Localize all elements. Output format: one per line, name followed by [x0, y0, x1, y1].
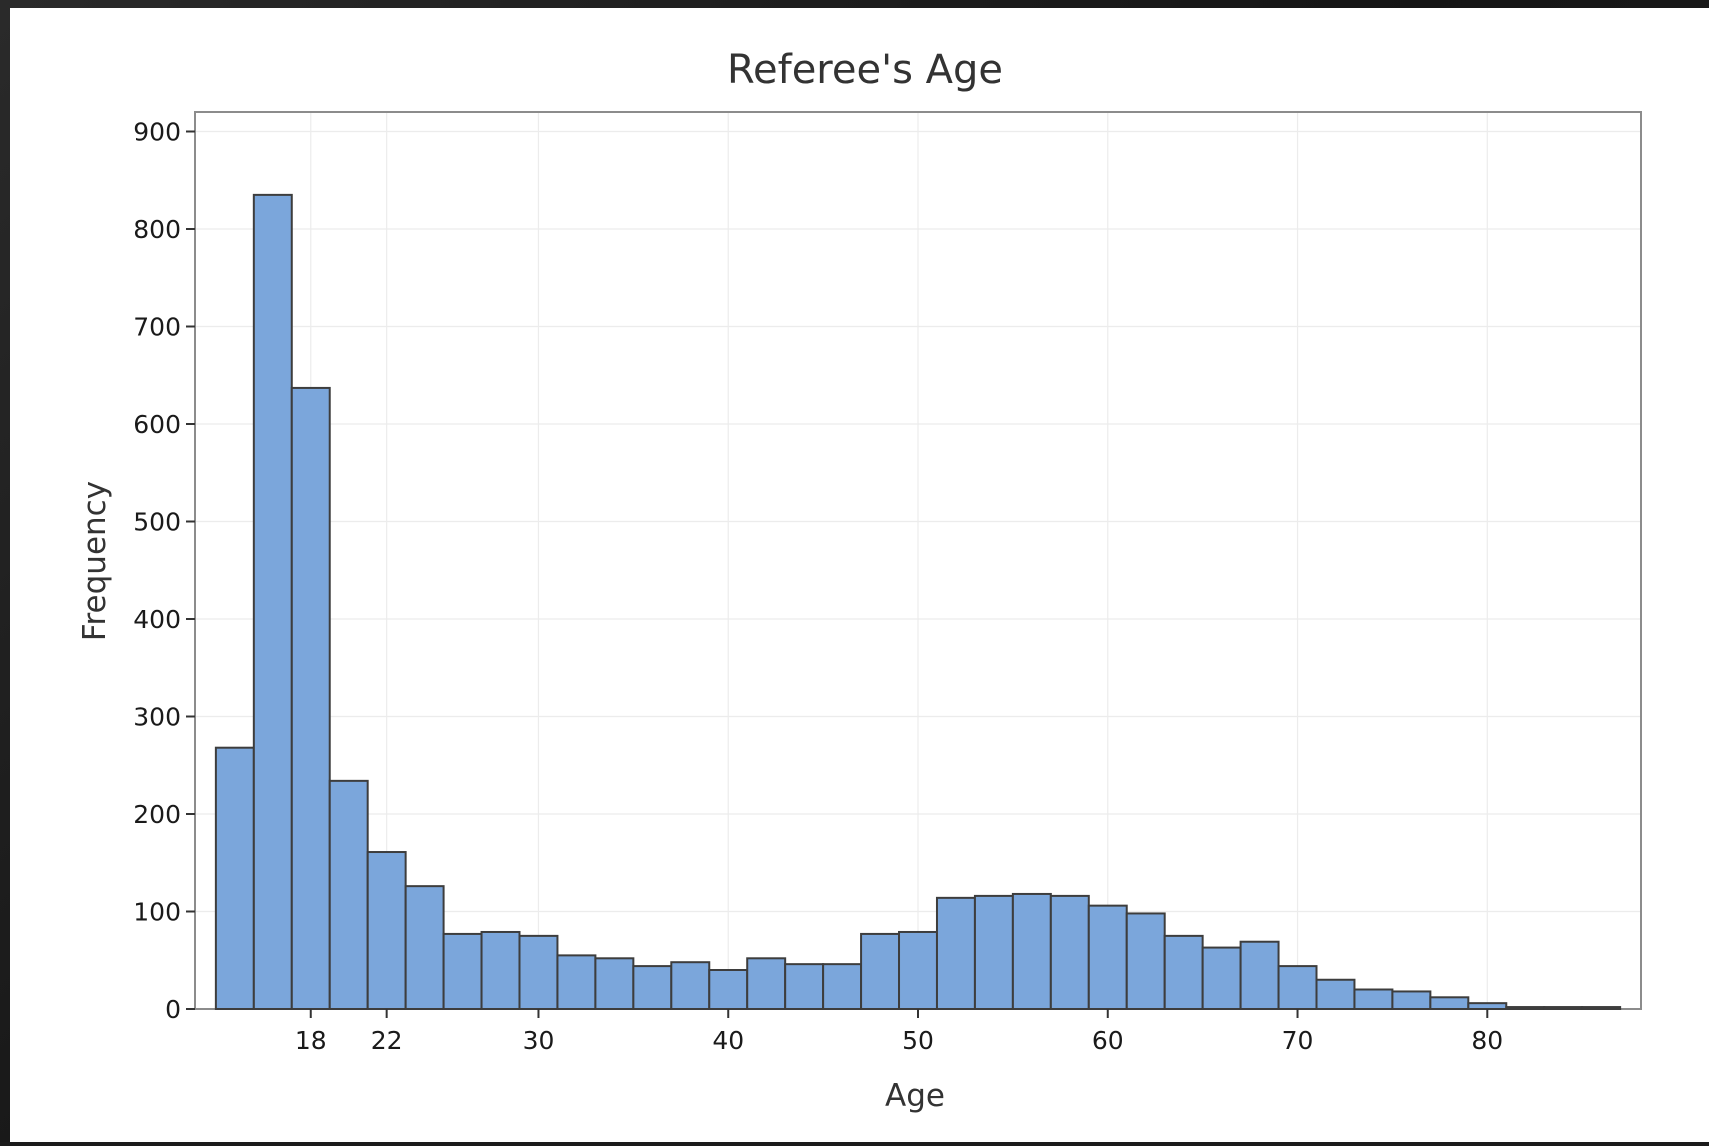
- bars-layer: [214, 193, 1622, 1011]
- histogram-chart: 0 100 200 300 400 500 600 700 800 900 18 22 30 40 50 60…: [77, 47, 1642, 1114]
- histogram-bar: [822, 963, 863, 1011]
- y-axis-title: Frequency: [77, 481, 113, 641]
- y-tick-label: 0: [165, 995, 181, 1024]
- histogram-bar: [1049, 894, 1090, 1011]
- grid-layer: [195, 112, 1641, 1009]
- histogram-bar: [1353, 988, 1394, 1010]
- histogram-bar: [1391, 990, 1432, 1011]
- y-tick-label: 900: [133, 118, 181, 147]
- histogram-bar: [1201, 946, 1242, 1011]
- histogram-bar: [1125, 912, 1166, 1011]
- histogram-bar: [708, 969, 749, 1010]
- histogram-bar: [746, 957, 787, 1010]
- x-tick-label: 70: [1282, 1026, 1314, 1055]
- histogram-bar: [1239, 940, 1280, 1010]
- y-tick-label: 400: [133, 605, 181, 634]
- y-tick-label: 700: [133, 313, 181, 342]
- x-tick-label: 80: [1471, 1026, 1503, 1055]
- histogram-bar: [252, 193, 293, 1010]
- histogram-bar: [632, 965, 673, 1010]
- x-tick-label: 50: [902, 1026, 934, 1055]
- chart-title: Referee's Age: [727, 47, 1003, 93]
- histogram-bar: [594, 957, 635, 1010]
- histogram-bar: [1467, 1002, 1508, 1011]
- histogram-bar: [1429, 996, 1470, 1010]
- histogram-bar: [214, 746, 255, 1010]
- histogram-bar: [290, 386, 331, 1010]
- histogram-bar: [1315, 978, 1356, 1010]
- histogram-bar: [1543, 1006, 1584, 1010]
- y-tick-label: 300: [133, 703, 181, 732]
- x-tick-label: 30: [523, 1026, 555, 1055]
- histogram-bar: [404, 885, 445, 1011]
- histogram-bar: [480, 930, 521, 1010]
- x-tick-label: 60: [1092, 1026, 1124, 1055]
- histogram-bar: [973, 894, 1014, 1011]
- x-tick-label: 18: [295, 1026, 327, 1055]
- y-tick-label: 200: [133, 800, 181, 829]
- histogram-bar: [1581, 1006, 1622, 1010]
- histogram-bar: [898, 930, 938, 1010]
- y-tick-label: 100: [133, 898, 181, 927]
- histogram-bar: [556, 954, 597, 1010]
- axes-layer: 0 100 200 300 400 500 600 700 800 900 18 22 30 40 50 60…: [133, 118, 1503, 1056]
- histogram-bar: [1163, 934, 1204, 1010]
- histogram-bar: [860, 932, 901, 1010]
- histogram-bar: [1011, 892, 1052, 1011]
- histogram-bar: [518, 934, 559, 1010]
- histogram-bar: [1087, 904, 1128, 1011]
- y-tick-label: 600: [133, 410, 181, 439]
- histogram-bar: [442, 932, 483, 1010]
- histogram-bar: [1277, 965, 1318, 1010]
- y-tick-label: 800: [133, 215, 181, 244]
- x-axis-title: Age: [885, 1078, 945, 1114]
- histogram-bar: [935, 896, 976, 1010]
- histogram-bar: [670, 961, 711, 1011]
- chart-canvas: 0 100 200 300 400 500 600 700 800 900 18 22 30 40 50 60…: [10, 8, 1709, 1142]
- histogram-bar: [366, 851, 407, 1011]
- histogram-bar: [1505, 1006, 1546, 1010]
- histogram-bar: [328, 779, 369, 1010]
- x-tick-label: 22: [371, 1026, 403, 1055]
- x-tick-label: 40: [712, 1026, 744, 1055]
- histogram-bar: [784, 963, 825, 1011]
- y-tick-label: 500: [133, 508, 181, 537]
